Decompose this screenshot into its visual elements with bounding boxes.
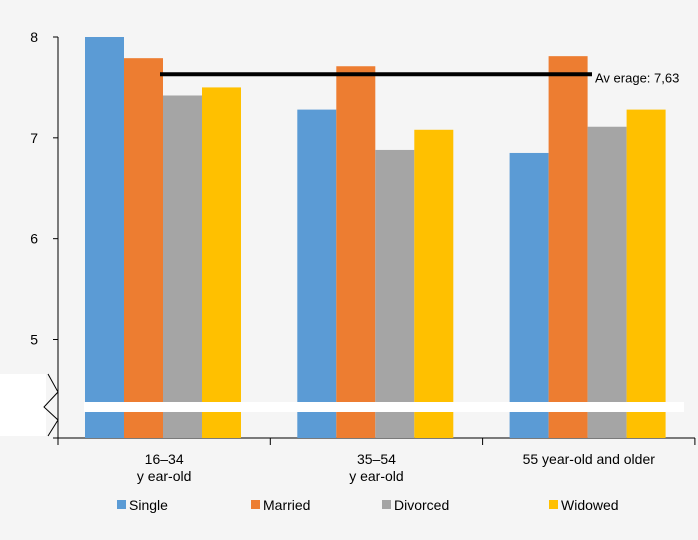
legend-label-single: Single bbox=[129, 497, 168, 513]
axis-break-band bbox=[290, 402, 300, 412]
bar-widowed bbox=[414, 129, 454, 438]
y-tick-label: 6 bbox=[30, 231, 38, 247]
bar-married bbox=[124, 58, 163, 439]
bar-divorced bbox=[163, 95, 202, 438]
x-category-label: 35–54 y ear-old bbox=[349, 451, 403, 484]
x-category-label: 55 year-old and older bbox=[523, 451, 656, 467]
average-group: Av erage: 7,63 bbox=[160, 70, 679, 85]
bar-divorced bbox=[587, 126, 627, 438]
legend-label-married: Married bbox=[263, 497, 310, 513]
legend-swatch-single bbox=[117, 500, 126, 509]
x-category-label-line: 16–34 bbox=[145, 451, 184, 467]
x-category-label-line: 35–54 bbox=[357, 451, 396, 467]
legend-label-divorced: Divorced bbox=[394, 497, 449, 513]
x-category-label-line: 55 year-old and older bbox=[523, 451, 656, 467]
x-category-label-line: y ear-old bbox=[137, 468, 191, 484]
x-category-label-line: y ear-old bbox=[349, 468, 403, 484]
y-tick-label: 7 bbox=[30, 130, 38, 146]
bars-group bbox=[85, 37, 666, 439]
bar-single bbox=[297, 109, 337, 438]
y-tick-label: 5 bbox=[30, 332, 38, 348]
axis-break-group bbox=[0, 373, 684, 437]
x-category-label: 16–34 y ear-old bbox=[137, 451, 191, 484]
bar-married bbox=[548, 56, 588, 439]
legend-swatch-widowed bbox=[549, 500, 558, 509]
bar-widowed bbox=[202, 87, 241, 439]
bar-married bbox=[336, 66, 376, 438]
legend-label-widowed: Widowed bbox=[561, 497, 619, 513]
y-tick-label: 8 bbox=[30, 29, 38, 45]
legend-swatch-married bbox=[251, 500, 260, 509]
bar-single bbox=[85, 37, 124, 438]
bar-divorced bbox=[375, 149, 415, 438]
bar-single bbox=[509, 152, 549, 439]
axis-break-band bbox=[84, 402, 684, 412]
average-label: Av erage: 7,63 bbox=[595, 70, 679, 85]
legend-group: Single Married Divorced Widowed bbox=[117, 497, 619, 513]
axis-break-mask bbox=[0, 374, 46, 436]
bar-widowed bbox=[626, 109, 666, 438]
legend-swatch-divorced bbox=[382, 500, 391, 509]
axis-break-band bbox=[455, 402, 465, 412]
axis-break-zigzag bbox=[43, 373, 59, 437]
